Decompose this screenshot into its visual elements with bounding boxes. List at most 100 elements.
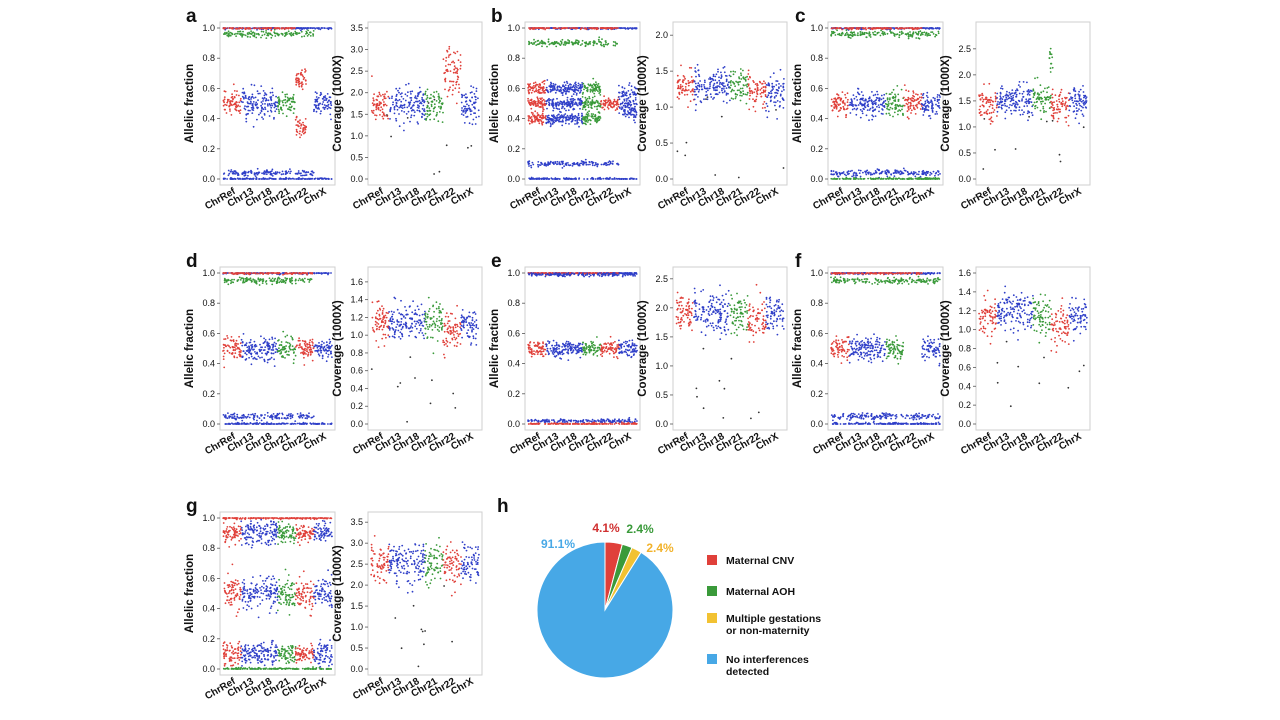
data-point — [549, 88, 552, 91]
data-point — [634, 121, 636, 124]
data-point — [248, 102, 251, 105]
data-point — [327, 103, 330, 106]
data-point — [591, 107, 593, 109]
data-point — [863, 99, 865, 102]
data-point — [244, 27, 246, 29]
data-point — [746, 93, 748, 96]
data-point — [535, 118, 538, 121]
data-point — [867, 171, 869, 174]
data-point — [252, 27, 255, 29]
data-point — [292, 93, 295, 96]
data-point — [449, 86, 451, 89]
data-point — [534, 118, 537, 121]
data-point — [477, 109, 480, 112]
data-point — [430, 93, 432, 96]
data-point — [847, 27, 849, 30]
data-point — [399, 93, 402, 95]
data-point — [537, 161, 540, 163]
data-point — [437, 93, 440, 95]
data-point — [541, 97, 543, 99]
data-point — [685, 83, 688, 85]
data-point — [283, 35, 286, 37]
data-point — [397, 99, 399, 102]
data-point — [270, 27, 273, 29]
data-point — [305, 83, 307, 85]
data-point — [387, 95, 390, 98]
data-point — [782, 83, 784, 85]
y-tick-label: 1.5 — [655, 66, 668, 76]
data-point — [700, 85, 703, 88]
data-point — [539, 97, 541, 100]
data-point — [585, 161, 587, 164]
data-point — [529, 27, 532, 30]
data-point — [608, 163, 611, 166]
point-cluster — [581, 77, 602, 99]
data-point — [286, 96, 289, 99]
data-point — [593, 105, 596, 108]
data-point — [263, 170, 266, 173]
data-point — [584, 108, 587, 111]
data-point — [298, 176, 300, 179]
data-point — [477, 97, 479, 100]
data-point — [877, 99, 880, 102]
data-point — [865, 36, 868, 39]
data-point — [535, 83, 538, 86]
data-point — [565, 27, 568, 29]
data-point — [321, 103, 324, 106]
data-point — [592, 77, 595, 80]
data-point — [527, 97, 529, 100]
data-point — [627, 102, 630, 105]
data-point — [468, 122, 471, 125]
data-point — [747, 84, 750, 87]
data-point — [237, 104, 240, 107]
data-point — [438, 105, 440, 108]
data-point — [576, 116, 579, 119]
data-point — [923, 31, 926, 34]
data-point — [537, 43, 540, 46]
data-point — [545, 122, 548, 125]
data-point — [763, 80, 765, 83]
data-point — [897, 28, 900, 30]
data-point — [562, 162, 564, 165]
data-point — [402, 98, 405, 100]
point-cluster — [545, 79, 584, 96]
data-point — [850, 31, 853, 34]
data-point — [676, 96, 679, 99]
data-point — [622, 104, 625, 107]
data-point — [629, 108, 631, 111]
data-point — [433, 98, 436, 101]
data-point — [844, 93, 846, 96]
data-point — [847, 98, 849, 101]
data-point — [453, 65, 456, 68]
data-point — [884, 170, 887, 173]
data-point — [837, 96, 840, 99]
data-point — [269, 91, 272, 94]
data-point — [856, 34, 859, 37]
plot-frame — [524, 21, 641, 186]
data-point — [731, 89, 733, 92]
data-point — [857, 92, 860, 95]
data-point — [740, 74, 743, 77]
data-point — [453, 51, 455, 54]
data-point — [893, 33, 896, 35]
data-point — [760, 87, 763, 90]
data-point — [900, 171, 903, 174]
data-point — [317, 27, 320, 30]
data-point — [278, 110, 280, 113]
data-point — [599, 41, 602, 43]
data-point — [412, 104, 415, 106]
data-point — [277, 108, 280, 111]
data-point — [571, 27, 573, 29]
data-point — [855, 113, 858, 116]
data-point — [540, 178, 543, 180]
data-point — [532, 163, 535, 166]
data-point — [266, 178, 269, 180]
data-point — [684, 154, 687, 157]
data-point — [469, 91, 472, 94]
data-point — [391, 95, 393, 98]
data-point — [573, 27, 576, 29]
data-point — [752, 105, 755, 108]
